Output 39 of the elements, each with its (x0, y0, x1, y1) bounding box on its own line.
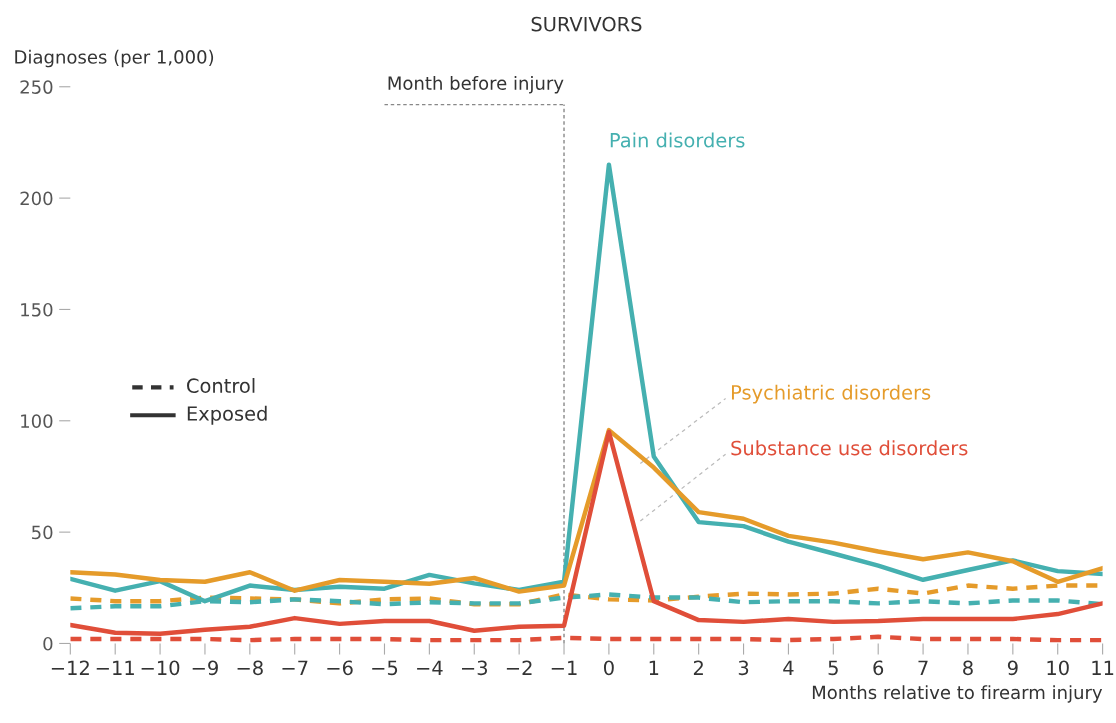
x-tick-label: 5 (828, 660, 838, 676)
y-tick-label: 250 (20, 80, 53, 94)
series-label: Pain disorders (610, 132, 745, 148)
x-tick-label: 8 (963, 660, 973, 676)
y-tick-label: 100 (21, 414, 53, 428)
y-axis-title: Diagnoses (per 1,000) (15, 49, 214, 68)
x-axis-title: Months relative to firearm injury (812, 685, 1103, 703)
x-tick-label: −6 (327, 660, 353, 676)
x-tick-label: −7 (282, 660, 308, 675)
x-tick-label: −3 (461, 660, 488, 676)
y-tick-label: 150 (21, 302, 53, 317)
x-tick-label: −2 (506, 660, 532, 675)
x-tick-label: 7 (918, 660, 928, 675)
x-tick-label: 10 (1047, 660, 1069, 676)
annotation: Exposed (187, 405, 267, 425)
y-tick-label: 50 (32, 525, 53, 540)
ref-line-label: Month before injury (388, 75, 564, 94)
x-tick-label: 0 (604, 660, 614, 676)
x-tick-label: −1 (551, 660, 577, 675)
annotation: Control (187, 377, 255, 394)
x-tick-label: −11 (96, 660, 134, 675)
chart-title: SURVIVORS (531, 16, 642, 32)
x-tick-label: −9 (192, 660, 218, 676)
x-tick-label: −10 (141, 660, 180, 676)
y-tick-label: 200 (20, 191, 53, 206)
x-tick-label: −5 (372, 660, 398, 676)
x-tick-label: 3 (738, 660, 749, 676)
text: Psychiatric disorders (731, 384, 931, 404)
x-tick-label: 9 (1007, 660, 1018, 676)
x-tick-label: −4 (417, 660, 443, 675)
x-tick-label: 2 (693, 660, 703, 675)
x-tick-label: 6 (873, 660, 884, 676)
y-tick-label: 0 (43, 636, 53, 651)
x-tick-label: −8 (237, 660, 263, 676)
x-tick-label: 4 (783, 660, 794, 675)
x-tick-label: 1 (649, 660, 659, 675)
text: Substance use disorders (731, 440, 968, 456)
x-tick-label: −12 (51, 660, 89, 675)
x-tick-label: 11 (1092, 660, 1114, 675)
